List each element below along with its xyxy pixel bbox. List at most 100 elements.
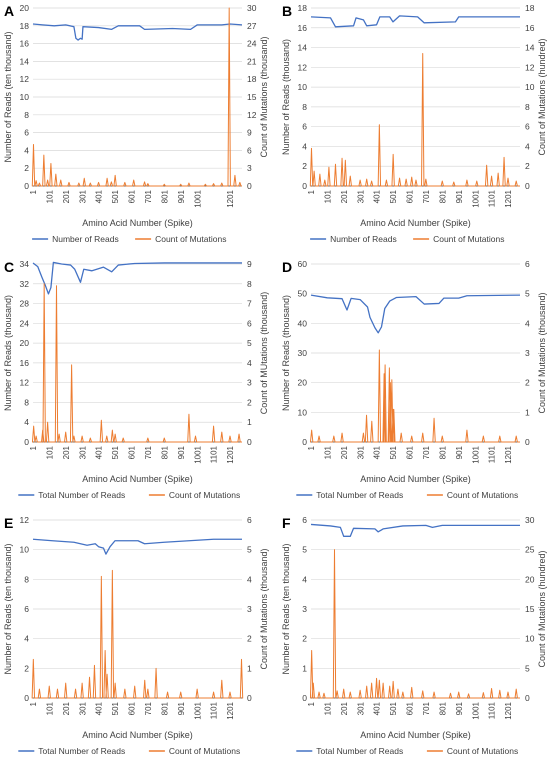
series-line-reads [310, 294, 521, 334]
x-tick-label: 601 [128, 701, 137, 715]
x-tick-label: 701 [422, 701, 431, 715]
y-left-tick-label: 0 [24, 181, 29, 191]
x-tick-label: 801 [160, 445, 169, 459]
x-tick-label: 1101 [488, 701, 497, 719]
y-right-tick-label: 2 [525, 378, 530, 388]
y-right-tick-label: 1 [525, 407, 530, 417]
x-tick-label: 1 [307, 445, 316, 450]
y-left-tick-label: 2 [302, 161, 307, 171]
x-tick-label: 901 [455, 445, 464, 459]
x-tick-label: 401 [373, 189, 382, 203]
y-right-tick-label: 3 [247, 378, 252, 388]
x-tick-label: 1001 [471, 189, 480, 207]
x-tick-label: 1001 [471, 445, 480, 463]
legend-label-mutations: Count of Mutations [447, 746, 518, 756]
panel-letter: B [282, 3, 292, 19]
y-left-tick-label: 4 [24, 145, 29, 155]
x-tick-label: 201 [340, 189, 349, 203]
y-left-tick-label: 18 [20, 21, 30, 31]
legend-label-mutations: Count of Mutations [169, 746, 240, 756]
y-left-tick-label: 4 [24, 417, 29, 427]
y-right-axis-label: Count of MUtations (thousand) [259, 292, 269, 415]
x-tick-label: 201 [62, 445, 71, 459]
y-left-tick-label: 8 [24, 574, 29, 584]
x-tick-label: 1101 [210, 445, 219, 463]
y-right-tick-label: 0 [247, 181, 252, 191]
x-tick-label: 201 [340, 445, 349, 459]
x-tick-label: 301 [356, 701, 365, 715]
x-tick-label: 101 [45, 701, 54, 715]
y-left-tick-label: 28 [20, 299, 30, 309]
x-tick-label: 301 [78, 445, 87, 459]
x-tick-label: 101 [45, 445, 54, 459]
y-left-axis-label: Number of Reads (thousand) [281, 295, 291, 411]
y-left-tick-label: 2 [24, 663, 29, 673]
y-right-tick-label: 5 [525, 289, 530, 299]
y-left-tick-label: 12 [20, 515, 30, 525]
y-right-tick-label: 4 [247, 358, 252, 368]
x-tick-label: 401 [95, 445, 104, 459]
y-left-tick-label: 1 [302, 663, 307, 673]
y-left-tick-label: 20 [20, 3, 30, 13]
x-tick-label: 1101 [210, 701, 219, 719]
x-tick-label: 901 [177, 445, 186, 459]
y-left-tick-label: 12 [20, 74, 30, 84]
x-tick-label: 101 [323, 445, 332, 459]
y-left-tick-label: 6 [302, 122, 307, 132]
x-tick-label: 1001 [193, 445, 202, 463]
x-tick-label: 901 [177, 701, 186, 715]
y-right-axis-label: Count of Mutations (thousand) [259, 36, 269, 157]
y-left-tick-label: 6 [24, 128, 29, 138]
legend-label-mutations: Count of Mutations [155, 234, 226, 244]
x-tick-label: 1 [29, 189, 38, 194]
x-tick-label: 701 [144, 445, 153, 459]
y-right-tick-label: 6 [247, 515, 252, 525]
y-left-tick-label: 40 [298, 318, 308, 328]
y-right-axis-label: Count of Mutations (thousand) [537, 292, 547, 413]
y-left-tick-label: 32 [20, 279, 30, 289]
x-tick-label: 1001 [193, 189, 202, 207]
x-tick-label: 701 [144, 189, 153, 203]
x-tick-label: 1 [307, 701, 316, 706]
y-left-tick-label: 10 [298, 82, 308, 92]
y-right-tick-label: 18 [247, 74, 257, 84]
x-tick-label: 601 [128, 189, 137, 203]
y-right-tick-label: 2 [525, 161, 530, 171]
x-tick-label: 201 [340, 701, 349, 715]
y-left-tick-label: 16 [20, 358, 30, 368]
x-tick-label: 701 [422, 445, 431, 459]
x-tick-label: 301 [78, 701, 87, 715]
y-left-tick-label: 10 [20, 92, 30, 102]
y-right-tick-label: 30 [247, 3, 257, 13]
series-line-reads [310, 15, 520, 28]
y-right-tick-label: 7 [247, 299, 252, 309]
panel-letter: F [282, 515, 291, 531]
series-line-reads [310, 523, 520, 537]
y-right-tick-label: 12 [525, 62, 535, 72]
x-axis-label: Amino Acid Number (Spike) [360, 474, 471, 484]
y-left-tick-label: 8 [302, 102, 307, 112]
x-tick-label: 801 [160, 701, 169, 715]
y-left-tick-label: 34 [20, 259, 30, 269]
x-tick-label: 401 [95, 189, 104, 203]
y-right-tick-label: 25 [525, 545, 535, 555]
y-left-axis-label: Number of Reads (thousand) [3, 295, 13, 411]
series-line-mutations [309, 349, 520, 443]
x-tick-label: 701 [422, 189, 431, 203]
x-tick-label: 501 [111, 445, 120, 459]
y-right-tick-label: 4 [247, 574, 252, 584]
x-tick-label: 301 [356, 445, 365, 459]
x-tick-label: 1101 [488, 189, 497, 207]
legend-label-reads: Total Number of Reads [38, 490, 125, 500]
x-axis-label: Amino Acid Number (Spike) [82, 730, 193, 740]
y-right-tick-label: 0 [525, 181, 530, 191]
x-tick-label: 1001 [193, 701, 202, 719]
y-left-tick-label: 6 [302, 515, 307, 525]
y-right-tick-label: 4 [525, 141, 530, 151]
legend-label-reads: Number of Reads [330, 234, 397, 244]
